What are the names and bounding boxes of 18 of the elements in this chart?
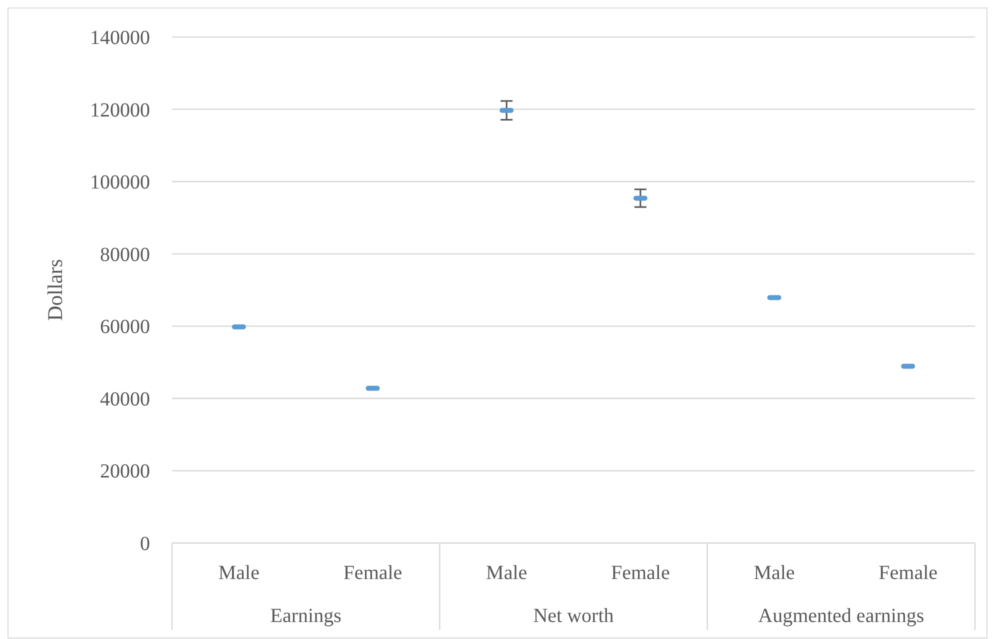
text: Net worth [533, 605, 614, 627]
y-tick-label: 20000 [100, 460, 150, 483]
text: Augmented earnings [758, 605, 924, 627]
x-tick-label: Female [343, 562, 402, 584]
text: Earnings [270, 605, 342, 627]
x-tick-label: Male [486, 562, 528, 584]
y-axis-title: Dollars [43, 259, 67, 321]
y-tick-label: 80000 [100, 244, 150, 266]
x-tick-label: Female [610, 562, 670, 584]
x-tick-label: Female [878, 562, 938, 584]
y-tick-label: 140000 [90, 27, 150, 49]
y-tick-label: 120000 [90, 99, 150, 122]
x-tick-label: Male [218, 562, 260, 584]
y-tick-label: 60000 [100, 316, 150, 338]
y-tick-label: 0 [140, 533, 150, 555]
y-tick-label: 100000 [90, 172, 150, 194]
x-tick-label: Male [754, 562, 795, 584]
y-tick-label: 40000 [100, 388, 150, 410]
